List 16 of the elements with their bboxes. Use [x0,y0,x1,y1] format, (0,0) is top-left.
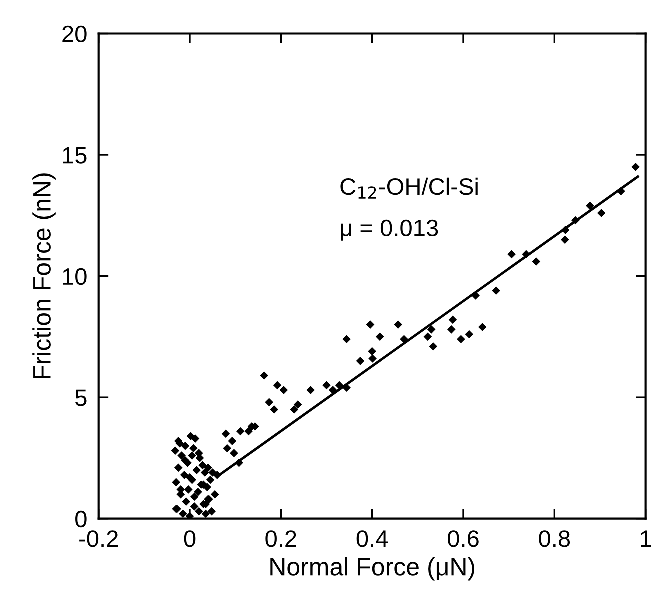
y-tick-label: 10 [63,268,87,286]
x-tick-label: 0.4 [356,530,388,548]
y-axis-title: Friction Force (nN) [32,174,56,378]
x-tick-label: 0.2 [266,530,296,548]
x-tick-label: 0 [184,530,196,548]
x-tick-label: 1 [641,530,652,548]
y-tick-label: 15 [63,147,87,164]
x-tick-label: 0.8 [539,530,570,548]
x-tick-label: 0.6 [448,530,479,548]
x-axis-title: Normal Force (μN) [270,558,475,581]
annotation: C$_{12}$-OH/Cl-Si [340,178,478,199]
y-tick-label: 5 [76,390,87,406]
y-tick-label: 0 [76,510,87,528]
annotation: μ = 0.013 [341,220,438,241]
y-tick-label: 20 [62,26,87,43]
x-tick-label: -0.2 [80,530,118,548]
